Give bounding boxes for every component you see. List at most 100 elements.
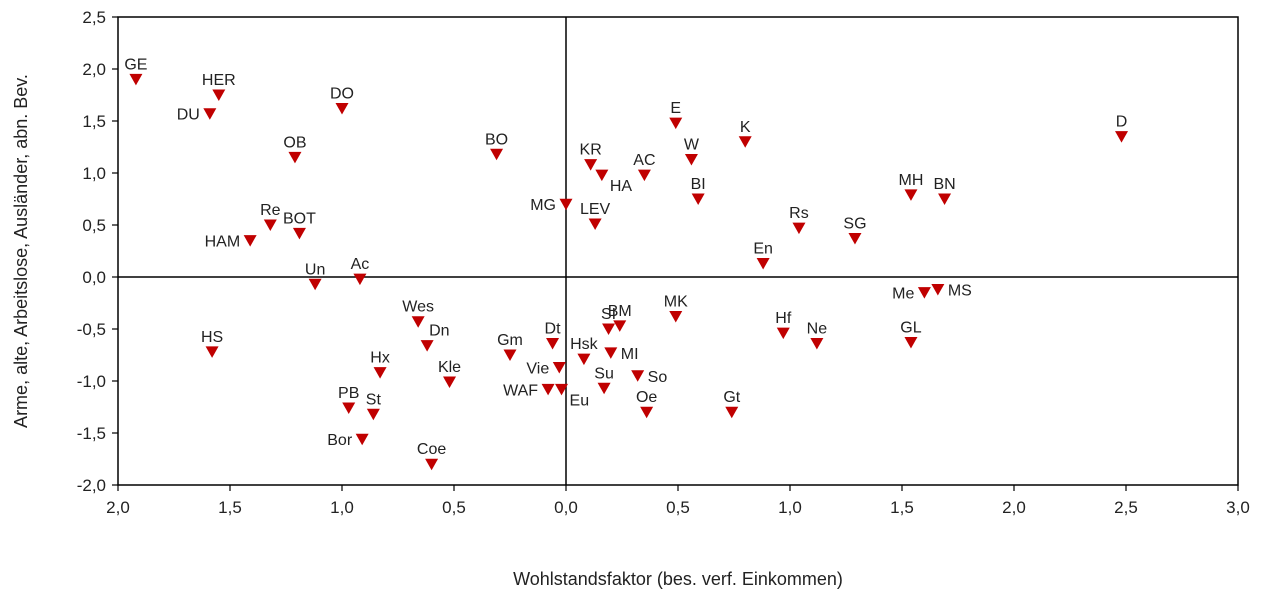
triangle-marker — [640, 406, 654, 419]
data-point: Coe — [417, 441, 446, 471]
triangle-marker — [604, 347, 618, 359]
data-point: Hx — [370, 350, 390, 379]
data-point: Eu — [555, 383, 590, 409]
point-label: Dt — [545, 321, 562, 338]
triangle-marker — [602, 323, 616, 335]
y-tick-label: 2,5 — [82, 8, 106, 27]
point-label: Su — [594, 365, 614, 382]
x-tick-label: 2,0 — [1002, 498, 1026, 517]
data-point: Vie — [526, 360, 566, 377]
triangle-marker — [129, 73, 143, 86]
triangle-marker — [353, 273, 367, 286]
triangle-marker — [366, 408, 380, 421]
x-tick-label: 3,0 — [1226, 498, 1250, 517]
plot-frame — [117, 16, 1239, 486]
triangle-marker — [725, 406, 739, 419]
data-point: Bor — [327, 432, 369, 449]
triangle-marker — [631, 370, 645, 382]
point-label: Coe — [417, 441, 446, 458]
y-tick-label: -1,5 — [77, 424, 106, 443]
point-label: KR — [580, 142, 602, 159]
data-point: Ne — [807, 321, 828, 350]
triangle-marker — [425, 458, 439, 471]
triangle-marker — [684, 153, 698, 166]
triangle-marker — [263, 219, 277, 231]
data-point: MK — [664, 294, 688, 323]
data-point: Gm — [497, 332, 523, 361]
triangle-marker — [691, 193, 705, 205]
data-point: GL — [900, 320, 922, 349]
triangle-marker — [931, 283, 945, 296]
point-label: HA — [610, 178, 633, 195]
point-label: Bor — [327, 432, 353, 449]
data-point: GE — [124, 56, 147, 86]
triangle-marker — [205, 346, 219, 358]
y-tick-label: -2,0 — [77, 476, 106, 495]
data-point: HA — [595, 169, 633, 195]
point-label: BI — [691, 176, 706, 193]
point-label: GL — [900, 320, 921, 337]
point-label: OB — [283, 134, 306, 151]
data-point: Me — [892, 286, 931, 303]
data-point: BI — [691, 176, 706, 205]
data-point: Gt — [723, 389, 741, 419]
x-axis-title: Wohlstandsfaktor (bes. verf. Einkommen) — [513, 569, 843, 589]
data-point: Wes — [402, 299, 434, 328]
triangle-marker — [541, 383, 555, 396]
point-label: W — [684, 136, 700, 153]
triangle-marker — [595, 169, 609, 182]
point-label: PB — [338, 385, 359, 402]
point-label: Ne — [807, 321, 828, 338]
point-label: BN — [933, 176, 955, 193]
point-label: MH — [899, 172, 924, 189]
triangle-marker — [637, 169, 651, 182]
x-tick-label: 1,0 — [330, 498, 354, 517]
point-label: LEV — [580, 201, 611, 218]
point-label: HAM — [205, 234, 241, 251]
x-tick-label: 0,0 — [554, 498, 578, 517]
triangle-marker — [756, 257, 770, 270]
data-point: W — [684, 136, 700, 166]
triangle-marker — [669, 311, 683, 323]
triangle-marker — [555, 383, 569, 396]
point-label: Eu — [570, 392, 590, 409]
point-label: SI — [601, 306, 616, 323]
data-point: Rs — [789, 205, 809, 235]
data-point: MH — [899, 172, 924, 201]
point-label: GE — [124, 56, 147, 73]
data-point: Ac — [351, 256, 369, 286]
point-label: DO — [330, 86, 354, 103]
triangle-marker — [776, 327, 790, 340]
point-label: Oe — [636, 389, 657, 406]
data-point: Hf — [775, 310, 792, 340]
y-tick-label: 0,5 — [82, 216, 106, 235]
triangle-marker — [588, 218, 602, 230]
point-label: Wes — [402, 299, 434, 316]
triangle-marker — [904, 189, 918, 201]
point-label: Hf — [775, 310, 792, 327]
point-label: Hsk — [570, 336, 599, 353]
point-label: MK — [664, 294, 688, 311]
point-label: Un — [305, 261, 325, 278]
data-point: BN — [933, 176, 956, 205]
point-label: D — [1116, 114, 1128, 131]
y-tick-label: 2,0 — [82, 60, 106, 79]
triangle-marker — [203, 108, 217, 120]
data-point: St — [366, 391, 381, 421]
point-label: MI — [621, 346, 639, 363]
x-tick-label: 2,5 — [1114, 498, 1138, 517]
data-point: Oe — [636, 389, 657, 419]
point-label: Kle — [438, 359, 461, 376]
data-point: Hsk — [570, 336, 599, 366]
point-label: Me — [892, 286, 914, 303]
data-point: MI — [604, 346, 639, 363]
data-point: WAF — [503, 382, 555, 399]
x-tick-label: 2,0 — [106, 498, 130, 517]
triangle-marker — [738, 136, 752, 148]
data-point: SG — [843, 216, 867, 245]
triangle-marker — [490, 148, 504, 161]
data-point: DU — [177, 107, 217, 124]
point-label: E — [670, 100, 681, 117]
data-point: Dt — [545, 321, 562, 350]
triangle-marker — [597, 382, 611, 395]
